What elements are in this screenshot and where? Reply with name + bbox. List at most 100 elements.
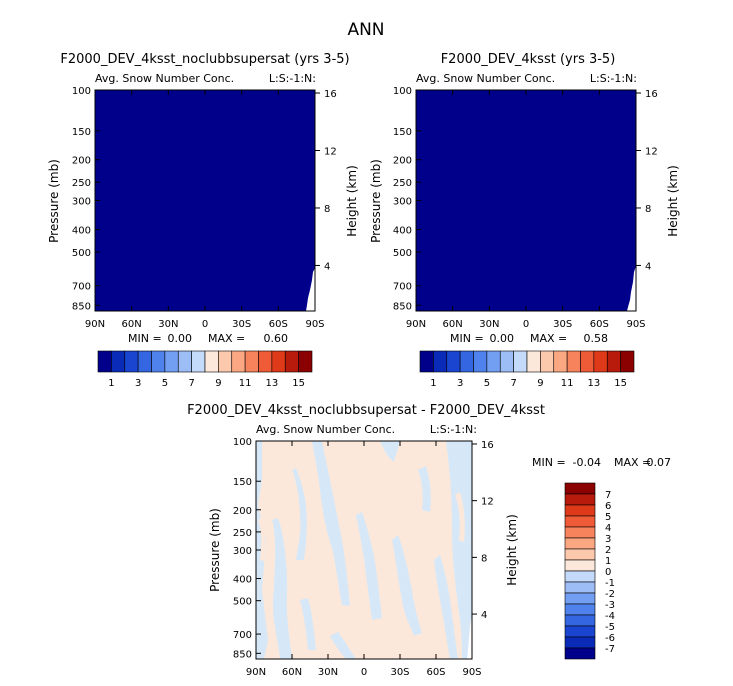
page-title: ANN — [347, 20, 384, 40]
x-tick-label: 60N — [122, 319, 142, 330]
panel-3-subtitle: Avg. Snow Number Conc. — [256, 423, 395, 436]
colorbar-box — [564, 625, 596, 638]
colorbar-box — [419, 350, 434, 373]
colorbar-box — [564, 493, 596, 506]
colorbar-box — [473, 350, 488, 373]
x-tick-label: 60N — [282, 667, 302, 678]
colorbar-label: 15 — [614, 378, 627, 389]
x-tick-label: 0 — [523, 319, 529, 330]
colorbar-box — [564, 614, 596, 627]
y-tick-label: 100 — [233, 437, 252, 448]
y-tick-label: 300 — [72, 197, 91, 208]
panel-3-title: F2000_DEV_4ksst_noclubbsupersat - F2000_… — [187, 403, 545, 418]
colorbar-box — [433, 350, 448, 373]
colorbar-box — [499, 350, 514, 373]
colorbar-box — [593, 350, 608, 373]
y2-tick-label: 12 — [481, 497, 494, 508]
panel-2-max-label: MAX = — [530, 332, 567, 345]
x-tick-label: 30N — [479, 319, 499, 330]
colorbar-label: -6 — [605, 633, 615, 644]
x-tick-label: 90S — [305, 319, 324, 330]
y-tick-label: 700 — [72, 282, 91, 293]
colorbar-box — [271, 350, 286, 373]
panel-1-min-value: 0.00 — [168, 332, 193, 345]
panel-1-field — [95, 90, 315, 311]
colorbar-label: 7 — [605, 490, 611, 501]
y-tick-label: 150 — [393, 127, 412, 138]
colorbar-label: 7 — [510, 378, 516, 389]
y-tick-label: 500 — [72, 248, 91, 259]
colorbar-label: 2 — [605, 545, 611, 556]
y2-tick-label: 16 — [481, 440, 494, 451]
colorbar-label: 5 — [484, 378, 490, 389]
panel-3-max-label: MAX = — [614, 456, 651, 469]
panel-3-negative-region — [418, 466, 431, 512]
panel-3-negative-region — [312, 441, 350, 606]
colorbar-box — [564, 647, 596, 660]
colorbar-box — [564, 515, 596, 528]
y-tick-label: 850 — [72, 301, 91, 312]
x-tick-label: 90N — [85, 319, 105, 330]
y-tick-label: 100 — [393, 86, 412, 97]
panel-3-negative-region — [392, 535, 422, 636]
x-tick-label: 90N — [406, 319, 426, 330]
colorbar-label: -2 — [605, 589, 615, 600]
colorbar-label: 0 — [605, 567, 611, 578]
y2-tick-label: 16 — [324, 89, 337, 100]
panel-2: F2000_DEV_4ksst (yrs 3-5) Avg. Snow Numb… — [369, 52, 680, 389]
y-tick-label: 400 — [72, 225, 91, 236]
panel-1-colorbar: 1 3 5 7 9 11 13 15 — [97, 350, 313, 389]
colorbar-label: 13 — [266, 378, 279, 389]
y-tick-label: 100 — [72, 86, 91, 97]
colorbar-box — [564, 504, 596, 517]
panel-1-no-data-region — [306, 268, 315, 311]
panel-3-max-value: 0.07 — [647, 456, 672, 469]
x-tick-label: 0 — [202, 319, 208, 330]
panel-2-min-value: 0.00 — [490, 332, 515, 345]
y-tick-label: 300 — [393, 197, 412, 208]
panel-2-ylabel-right: Height (km) — [666, 165, 680, 236]
colorbar-box — [111, 350, 126, 373]
panel-3-min-label: MIN = — [532, 456, 566, 469]
colorbar-label: -5 — [605, 622, 615, 633]
panel-1-subtitle-right: L:S:-1:N: — [269, 72, 316, 85]
colorbar-box — [564, 592, 596, 605]
y-tick-label: 200 — [72, 156, 91, 167]
colorbar-label: -1 — [605, 578, 615, 589]
colorbar-box — [191, 350, 206, 373]
panel-2-ylabel: Pressure (mb) — [369, 159, 383, 243]
x-tick-label: 30N — [318, 667, 338, 678]
panel-3-negative-region — [272, 518, 292, 659]
panel-3-negative-region — [330, 632, 356, 659]
panel-3-subtitle-right: L:S:-1:N: — [430, 423, 477, 436]
colorbar-box — [526, 350, 541, 373]
colorbar-box — [204, 350, 219, 373]
colorbar-label: -3 — [605, 600, 615, 611]
colorbar-label: 1 — [108, 378, 114, 389]
panel-2-field — [416, 90, 636, 311]
colorbar-label: 3 — [605, 534, 611, 545]
colorbar-box — [564, 482, 596, 495]
panel-3-negative-region — [292, 468, 307, 560]
panel-2-ticks: 90N 60N 30N 0 30S 60S 90S 100 150 200 250 300 400 500… — [393, 86, 658, 330]
colorbar-box — [231, 350, 246, 373]
colorbar-box — [97, 350, 112, 373]
colorbar-label: 11 — [239, 378, 252, 389]
panel-1-max-value: 0.60 — [264, 332, 289, 345]
colorbar-label: 7 — [188, 378, 194, 389]
panel-1: F2000_DEV_4ksst_noclubbsupersat (yrs 3-5… — [47, 52, 359, 389]
panel-1-ylabel-right: Height (km) — [345, 165, 359, 236]
y-tick-label: 400 — [233, 575, 252, 586]
colorbar-label: 5 — [162, 378, 168, 389]
colorbar-box — [446, 350, 461, 373]
panel-3-negative-region — [434, 555, 458, 659]
y-tick-label: 700 — [233, 630, 252, 641]
colorbar-box — [284, 350, 299, 373]
y-tick-label: 200 — [393, 156, 412, 167]
panel-1-title: F2000_DEV_4ksst_noclubbsupersat (yrs 3-5… — [60, 52, 349, 67]
colorbar-box — [459, 350, 474, 373]
x-tick-label: 60S — [426, 667, 445, 678]
panel-2-max-value: 0.58 — [584, 332, 609, 345]
panel-3-ylabel: Pressure (mb) — [208, 508, 222, 592]
panel-3-field — [256, 441, 472, 659]
